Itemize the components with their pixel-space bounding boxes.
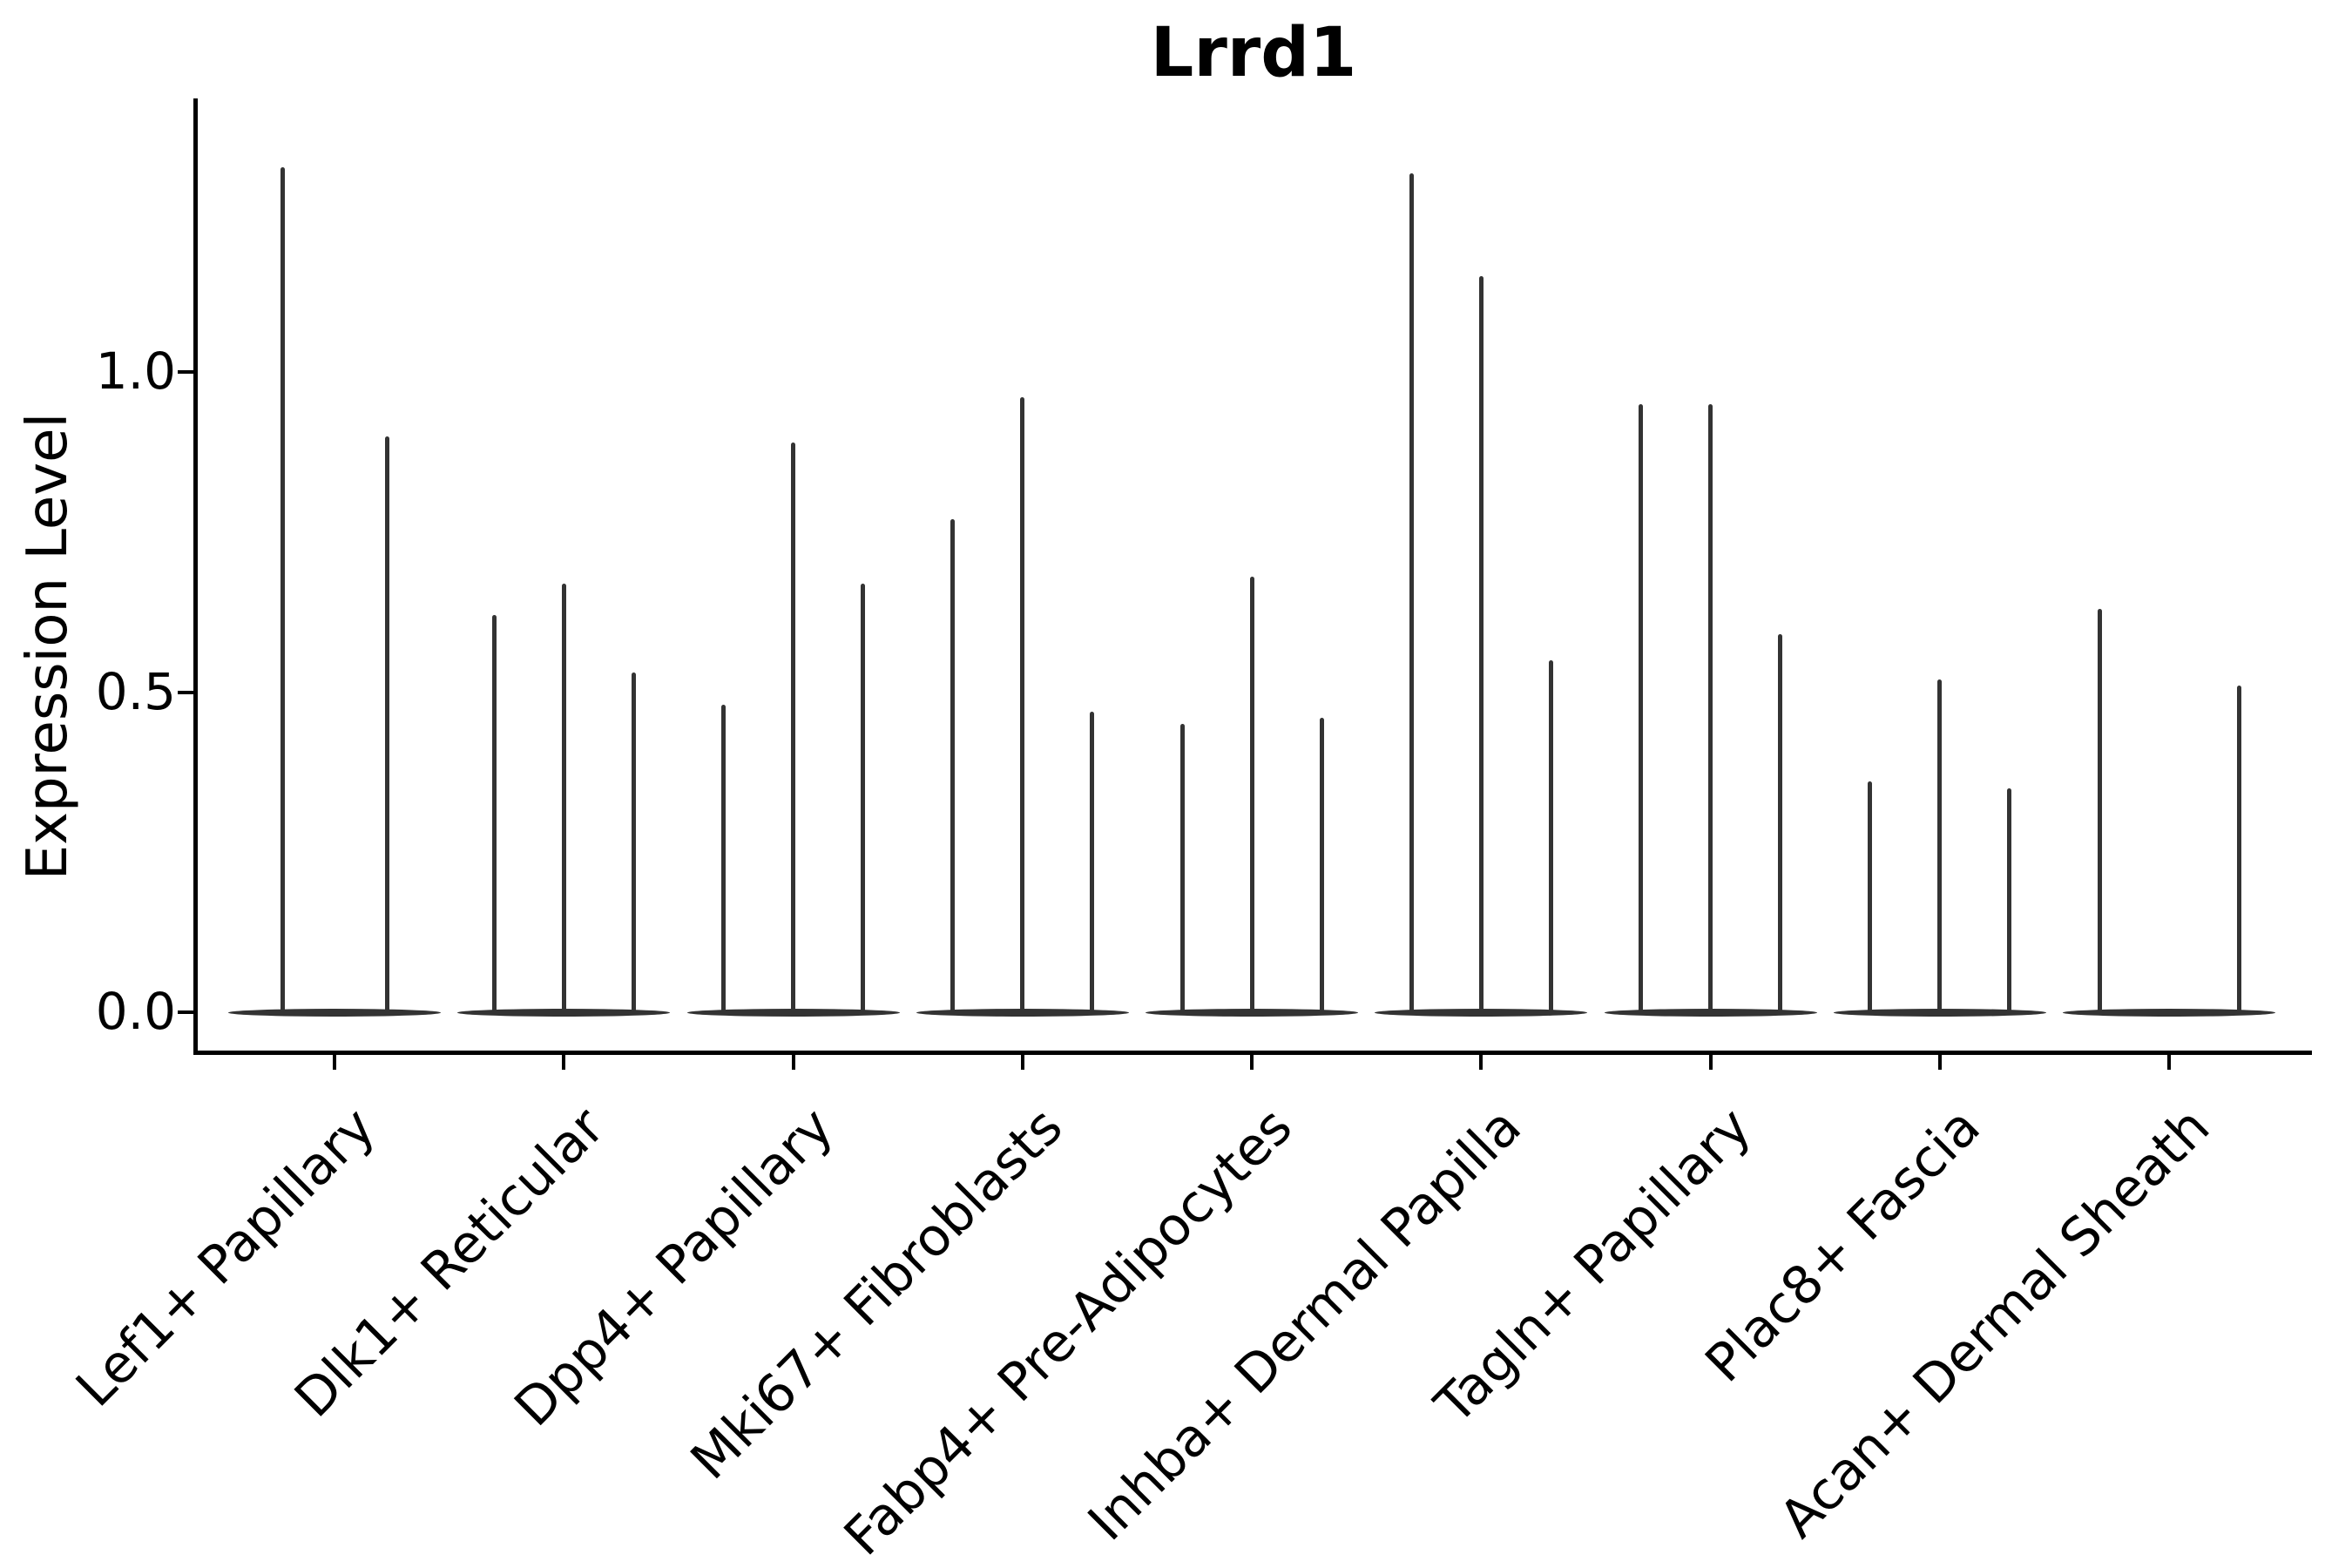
violin-body xyxy=(1604,1008,1817,1017)
violin-spike xyxy=(1319,717,1324,1012)
violin-spike xyxy=(561,583,566,1012)
violin-body xyxy=(916,1008,1129,1017)
violin-body xyxy=(1833,1008,2046,1017)
violin-body xyxy=(457,1008,671,1017)
violin-spike xyxy=(721,705,726,1012)
y-tick-label: 0.0 xyxy=(95,982,176,1041)
violin-spike xyxy=(2007,787,2012,1012)
plot-title: Lrrd1 xyxy=(1150,14,1357,92)
x-tick xyxy=(562,1055,566,1070)
violin-spike xyxy=(1249,577,1254,1012)
x-axis-spine xyxy=(193,1051,2312,1055)
y-tick xyxy=(178,1010,193,1014)
violin-spike xyxy=(631,672,636,1012)
violin-spike xyxy=(1868,781,1873,1012)
x-tick-label: Inhba+ Dermal Papilla xyxy=(1077,1096,1534,1553)
violin-spike xyxy=(861,583,865,1012)
violin-spike xyxy=(2236,686,2241,1012)
violin-spike xyxy=(791,442,795,1012)
x-tick xyxy=(1479,1055,1484,1070)
y-axis-spine xyxy=(193,98,198,1054)
violin-spike xyxy=(384,436,389,1012)
x-tick xyxy=(791,1055,795,1070)
y-tick xyxy=(178,690,193,694)
violin-body xyxy=(1375,1008,1588,1017)
x-tick xyxy=(1020,1055,1024,1070)
violin-body xyxy=(2063,1008,2275,1017)
violin-spike xyxy=(1778,634,1782,1012)
x-tick-label: Fabp4+ Pre-Adipocytes xyxy=(833,1096,1304,1568)
x-tick xyxy=(333,1055,336,1070)
violin-spike xyxy=(1478,275,1484,1012)
violin-spike xyxy=(1020,397,1025,1012)
x-tick xyxy=(2167,1055,2171,1070)
violin-body xyxy=(1146,1008,1358,1017)
violin-spike xyxy=(2097,608,2102,1012)
violin-body xyxy=(686,1008,900,1017)
x-tick xyxy=(1250,1055,1254,1070)
x-tick xyxy=(1708,1055,1713,1070)
violin-spike xyxy=(491,615,497,1012)
y-tick-label: 0.5 xyxy=(95,661,176,721)
y-tick-label: 1.0 xyxy=(95,341,176,401)
violin-body xyxy=(228,1008,441,1017)
violin-spike xyxy=(1090,711,1095,1012)
violin-spike xyxy=(1548,659,1553,1012)
x-tick-label: Acan+ Dermal Sheath xyxy=(1767,1096,2221,1551)
violin-spike xyxy=(1937,679,1943,1012)
violin-spike xyxy=(1639,403,1643,1012)
x-tick xyxy=(1937,1055,1942,1070)
violin-spike xyxy=(280,166,285,1012)
violin-spike xyxy=(1409,173,1414,1012)
violin-spike xyxy=(1179,724,1185,1012)
y-axis-label: Expression Level xyxy=(16,412,80,881)
violin-spike xyxy=(1708,403,1713,1012)
y-tick xyxy=(178,370,193,374)
violin-spike xyxy=(950,519,956,1012)
